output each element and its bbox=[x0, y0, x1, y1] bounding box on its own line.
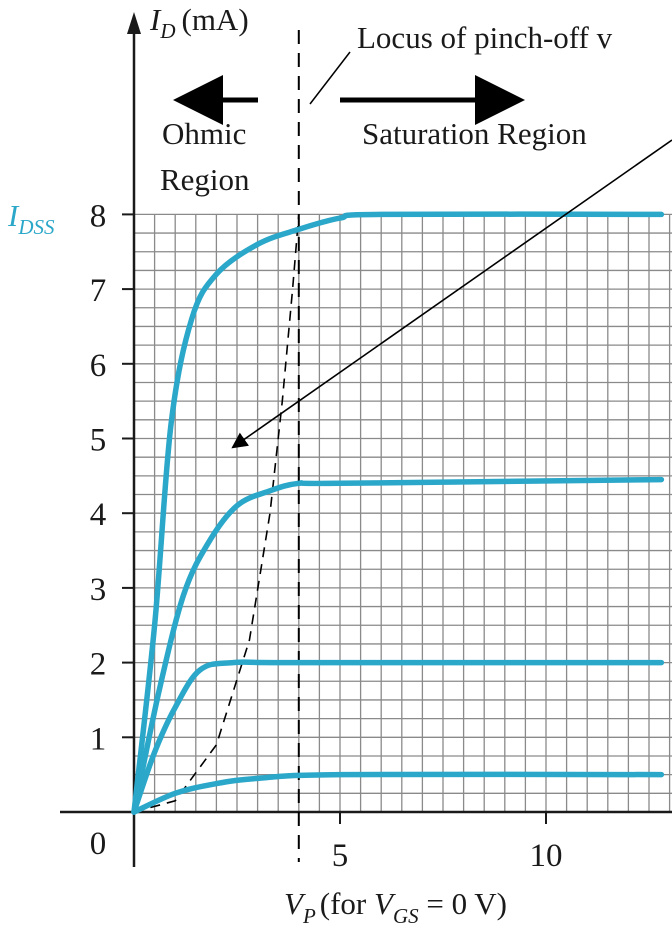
curve-1 bbox=[131, 211, 665, 815]
y-tick-label: 2 bbox=[90, 647, 107, 683]
locus-leader-line bbox=[309, 51, 351, 105]
curve-3 bbox=[131, 659, 665, 815]
axes bbox=[60, 12, 672, 867]
y-tick-label: 7 bbox=[90, 273, 107, 309]
annotations bbox=[173, 51, 672, 449]
ohmic-pointer-arrow bbox=[231, 139, 672, 449]
curve-2 bbox=[131, 476, 665, 815]
curve-4 bbox=[131, 771, 665, 815]
y-tick-label: 1 bbox=[90, 721, 107, 757]
y-tick-label: 4 bbox=[90, 497, 107, 533]
ohmic-region-label: Ohmic bbox=[162, 116, 246, 151]
locus-label: Locus of pinch-off v bbox=[357, 20, 613, 55]
y-tick-label: 3 bbox=[90, 572, 107, 608]
tick-labels: 0 1 2 3 4 5 6 7 8 5 10 bbox=[90, 198, 563, 874]
saturation-region-label: Saturation Region bbox=[362, 116, 587, 151]
y-tick-label: 6 bbox=[90, 348, 107, 384]
idss-label: IDSS bbox=[7, 198, 55, 239]
characteristic-curves bbox=[131, 211, 665, 815]
x-tick-label: 5 bbox=[332, 838, 349, 874]
y-tick-label: 0 bbox=[90, 826, 107, 862]
y-axis-label: ID (mA) bbox=[149, 2, 249, 43]
y-tick-label: 8 bbox=[90, 198, 107, 234]
x-tick-label: 10 bbox=[530, 838, 563, 874]
y-tick-label: 5 bbox=[90, 423, 107, 459]
vp-label: VP (for VGS = 0 V) bbox=[284, 886, 507, 928]
ohmic-region-label-line2: Region bbox=[160, 162, 250, 197]
grid-lines bbox=[134, 213, 672, 812]
y-axis-arrowhead bbox=[127, 12, 141, 34]
